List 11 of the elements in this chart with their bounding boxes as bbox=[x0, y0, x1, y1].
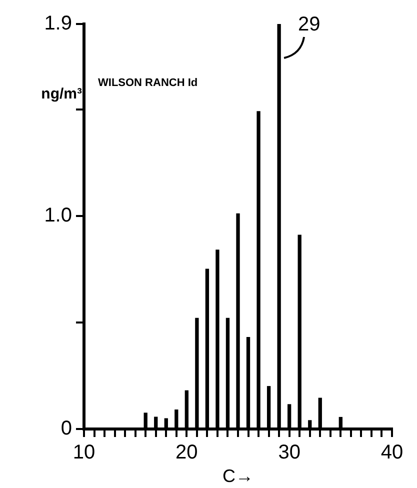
x-tick-label: 20 bbox=[176, 442, 198, 464]
x-tick-label: 40 bbox=[380, 442, 404, 464]
y-axis-title: ng/m³ bbox=[41, 86, 82, 103]
annotation: 29 bbox=[298, 14, 320, 36]
y-tick-label: 1.0 bbox=[44, 204, 72, 226]
x-axis-title: C→ bbox=[222, 466, 254, 486]
y-tick-label: 0 bbox=[60, 418, 72, 440]
annotation: WILSON RANCH Id bbox=[98, 77, 198, 90]
x-tick-label: 30 bbox=[278, 442, 300, 464]
y-tick-label: 1.9 bbox=[44, 12, 72, 35]
x-tick-label: 10 bbox=[72, 442, 96, 464]
